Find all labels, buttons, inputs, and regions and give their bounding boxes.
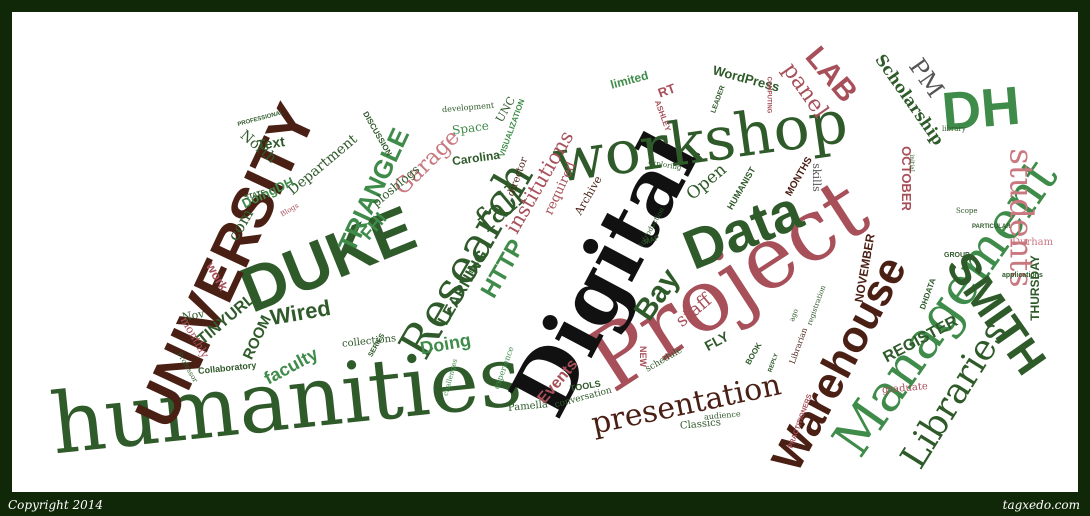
word-librarian: Librarian (787, 326, 810, 366)
word-particular: PARTICULAR (972, 224, 1011, 230)
word-ago: ago (788, 307, 800, 323)
word-computing: COMPUTING (765, 76, 772, 114)
word-book: BOOK (743, 341, 764, 367)
word-development: development (441, 100, 495, 115)
word-cloud-canvas: humanities Project Digital workshop DUKE… (12, 12, 1078, 492)
word-audience: audience (703, 409, 741, 422)
word-durham: Durham (1012, 237, 1054, 248)
word-space: Space (451, 118, 490, 138)
word-humanities: humanities (46, 326, 527, 474)
copyright-text: Copyright 2014 (8, 498, 104, 512)
word-group: GROUP (944, 252, 970, 259)
word-limited: limited (608, 68, 650, 92)
word-applications: applications (1002, 272, 1043, 279)
word-initial: initial (907, 154, 915, 172)
word-thursday: THURSDAY (1027, 255, 1042, 321)
word-scope: Scope (956, 207, 978, 215)
word-reply: REPLY (767, 352, 780, 374)
word-library: library (942, 125, 966, 133)
word-rt: RT (655, 80, 678, 101)
word-skills: skills (809, 163, 823, 192)
tagxedo-credit[interactable]: tagxedo.com (1002, 498, 1080, 512)
